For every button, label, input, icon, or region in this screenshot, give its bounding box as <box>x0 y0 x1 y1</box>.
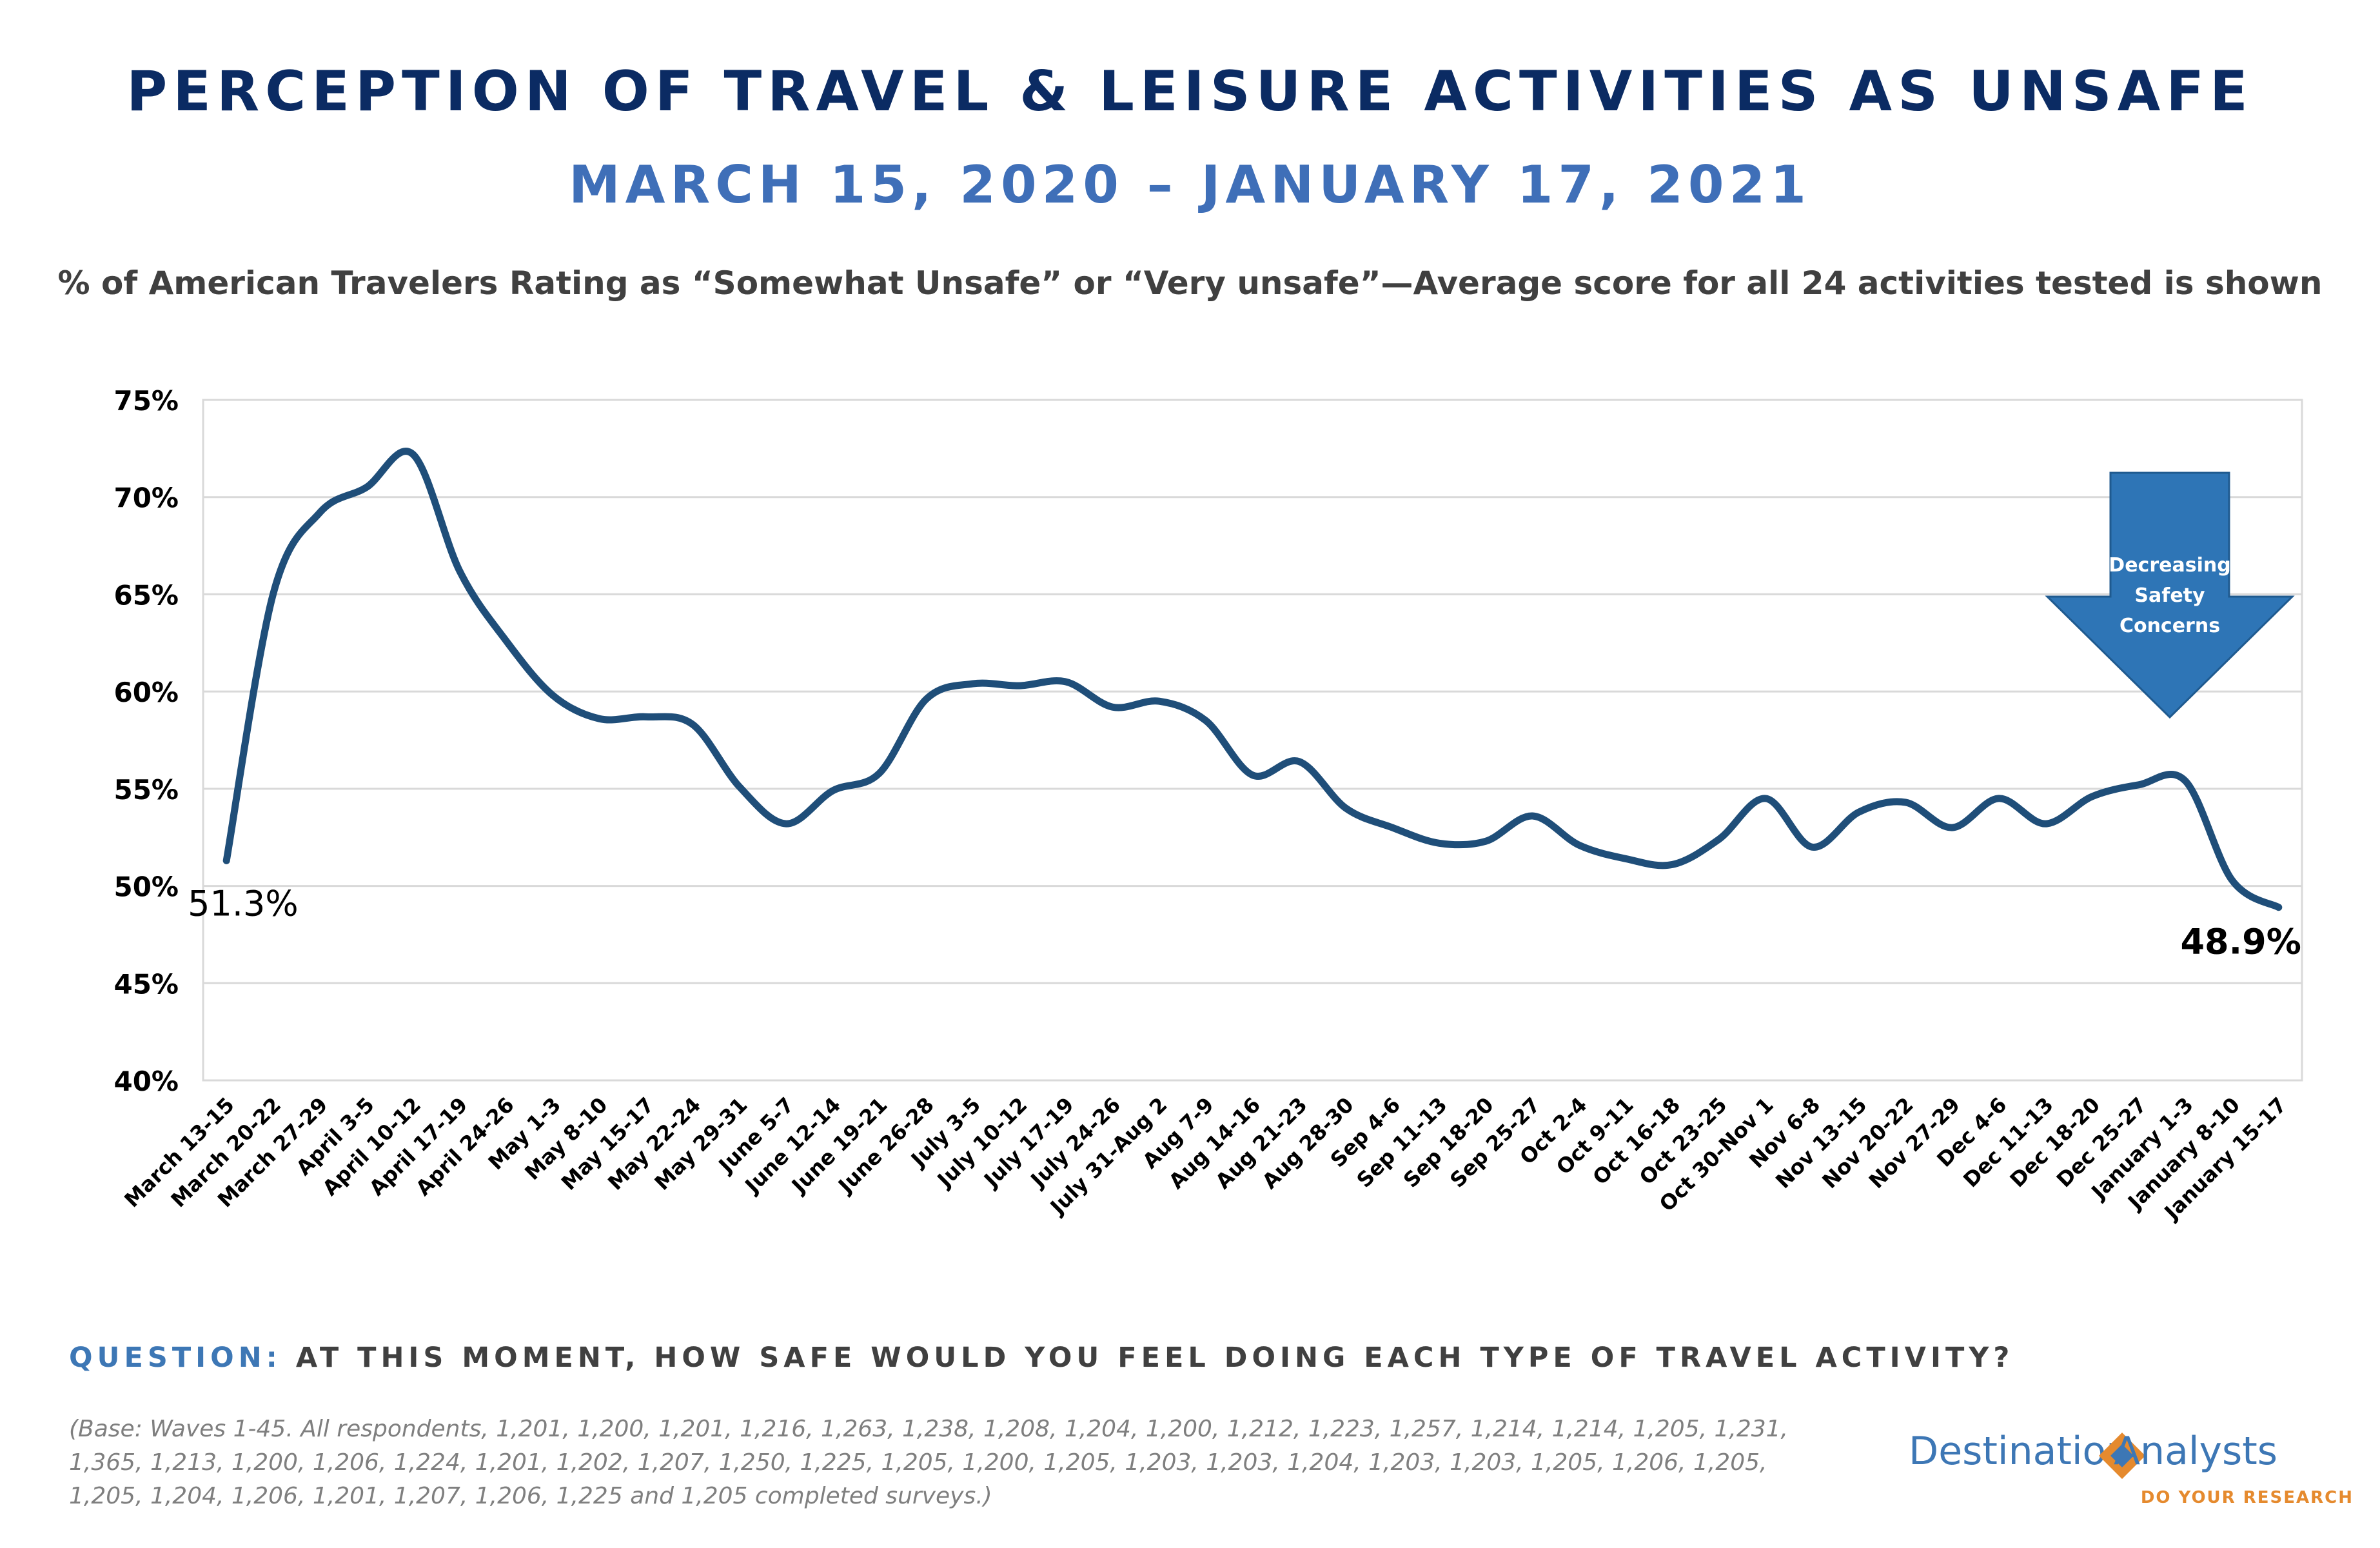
data-point <box>1484 840 1487 842</box>
data-point <box>1811 846 1814 848</box>
data-point <box>2277 906 2280 909</box>
data-point <box>1718 838 1720 840</box>
data-point <box>785 822 787 825</box>
start-value-label: 51.3% <box>188 883 299 924</box>
data-point <box>598 717 601 720</box>
y-tick-label: 55% <box>113 774 179 806</box>
data-point <box>832 789 834 792</box>
y-tick-label: 70% <box>113 482 179 514</box>
chart-subtitle: MARCH 15, 2020 – JANUARY 17, 2021 <box>569 155 1811 215</box>
data-point <box>272 593 275 595</box>
data-point <box>225 859 228 862</box>
y-tick-label: 45% <box>113 968 179 1000</box>
data-point <box>692 723 694 726</box>
data-point <box>458 570 461 572</box>
data-point <box>2044 822 2047 825</box>
diamond-logo-icon <box>2099 1433 2145 1479</box>
y-tick-label: 75% <box>113 385 179 417</box>
chart-description: % of American Travelers Rating as “Somew… <box>57 264 2323 302</box>
base-note: (Base: Waves 1-45. All respondents, 1,20… <box>69 1416 1788 1509</box>
data-point <box>738 786 741 788</box>
down-arrow-icon <box>2045 471 2295 719</box>
data-point <box>645 715 647 718</box>
question-label: QUESTION: <box>69 1342 282 1374</box>
data-point <box>2231 879 2234 882</box>
data-point <box>1858 811 1860 813</box>
y-tick-label: 65% <box>113 579 179 611</box>
question-text: AT THIS MOMENT, HOW SAFE WOULD YOU FEEL … <box>295 1342 2014 1374</box>
logo-word-destination: Destination <box>1909 1429 2131 1474</box>
end-value-label: 48.9% <box>2180 922 2301 962</box>
survey-question: QUESTION: AT THIS MOMENT, HOW SAFE WOULD… <box>69 1342 2014 1374</box>
data-point <box>1112 706 1114 708</box>
data-point <box>1438 842 1441 844</box>
arrow-annotation-text: Decreasing <box>2109 554 2230 577</box>
data-point <box>972 682 974 685</box>
data-point <box>2184 780 2187 782</box>
data-point <box>1344 807 1347 809</box>
chart-title: PERCEPTION OF TRAVEL & LEISURE ACTIVITIE… <box>126 59 2254 124</box>
data-point <box>1205 719 1207 722</box>
data-point <box>412 453 415 455</box>
data-point <box>1998 797 2000 800</box>
data-point <box>1252 774 1254 777</box>
logo-word-analysts: Analysts <box>2114 1429 2278 1474</box>
line-chart: 40%45%50%55%60%65%70%75%March 13-15March… <box>113 385 2303 1225</box>
data-point <box>925 698 927 700</box>
data-point <box>2138 784 2140 786</box>
y-tick-label: 50% <box>113 871 179 903</box>
arrow-annotation-text: Concerns <box>2119 615 2220 637</box>
data-point <box>1764 797 1767 800</box>
series-line <box>222 448 2283 911</box>
data-point <box>1158 700 1161 702</box>
data-point <box>878 772 881 775</box>
plot-area <box>202 399 2303 1082</box>
data-point <box>1904 801 1907 804</box>
data-point <box>552 694 555 697</box>
data-point <box>505 640 507 642</box>
data-point <box>1392 826 1394 829</box>
company-logo: Destination Analysts DO YOUR RESEARCH <box>1909 1429 2354 1525</box>
data-point <box>319 511 321 514</box>
data-point <box>1531 815 1534 817</box>
data-point <box>1018 684 1021 687</box>
data-point <box>1624 857 1627 860</box>
y-tick-label: 40% <box>113 1066 179 1097</box>
data-point <box>1065 680 1067 683</box>
arrow-annotation-text: Safety <box>2134 584 2205 607</box>
data-point <box>1951 826 1954 829</box>
data-point <box>365 486 368 489</box>
data-point <box>1671 863 1674 866</box>
data-point <box>1578 844 1580 846</box>
logo-tagline: DO YOUR RESEARCH <box>2140 1488 2354 1507</box>
data-point <box>2091 795 2094 798</box>
data-point <box>1298 760 1301 763</box>
y-tick-label: 60% <box>113 677 179 708</box>
